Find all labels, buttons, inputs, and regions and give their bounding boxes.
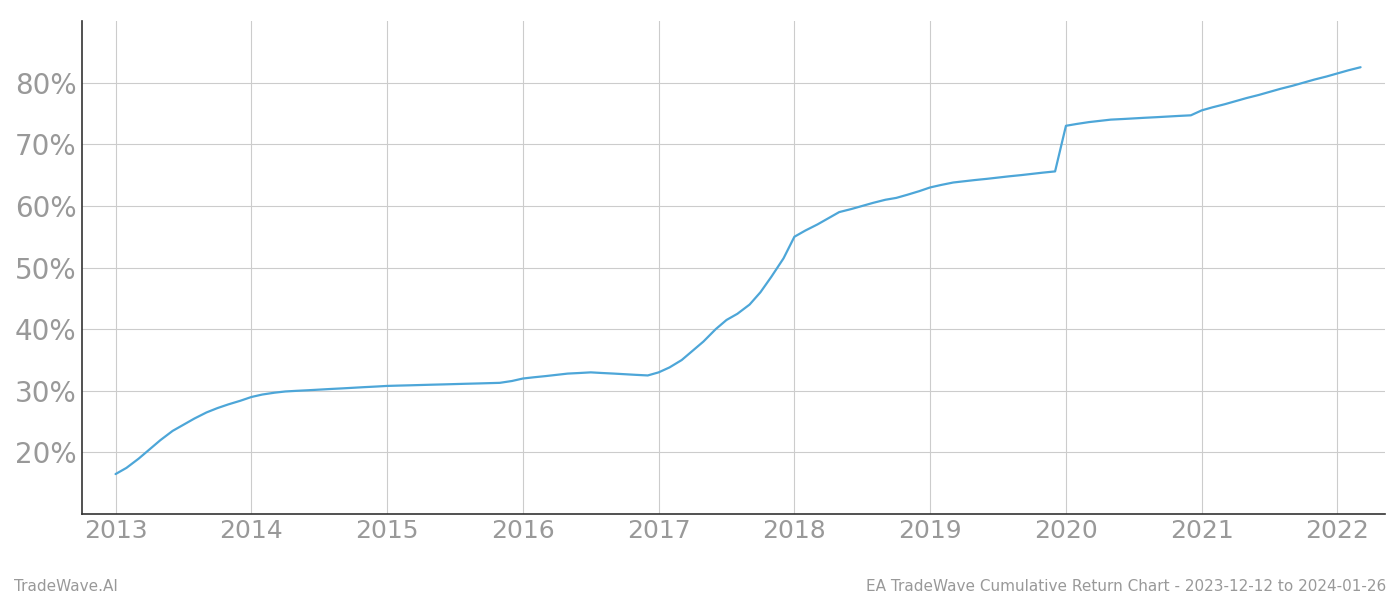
Text: EA TradeWave Cumulative Return Chart - 2023-12-12 to 2024-01-26: EA TradeWave Cumulative Return Chart - 2…: [865, 579, 1386, 594]
Text: TradeWave.AI: TradeWave.AI: [14, 579, 118, 594]
